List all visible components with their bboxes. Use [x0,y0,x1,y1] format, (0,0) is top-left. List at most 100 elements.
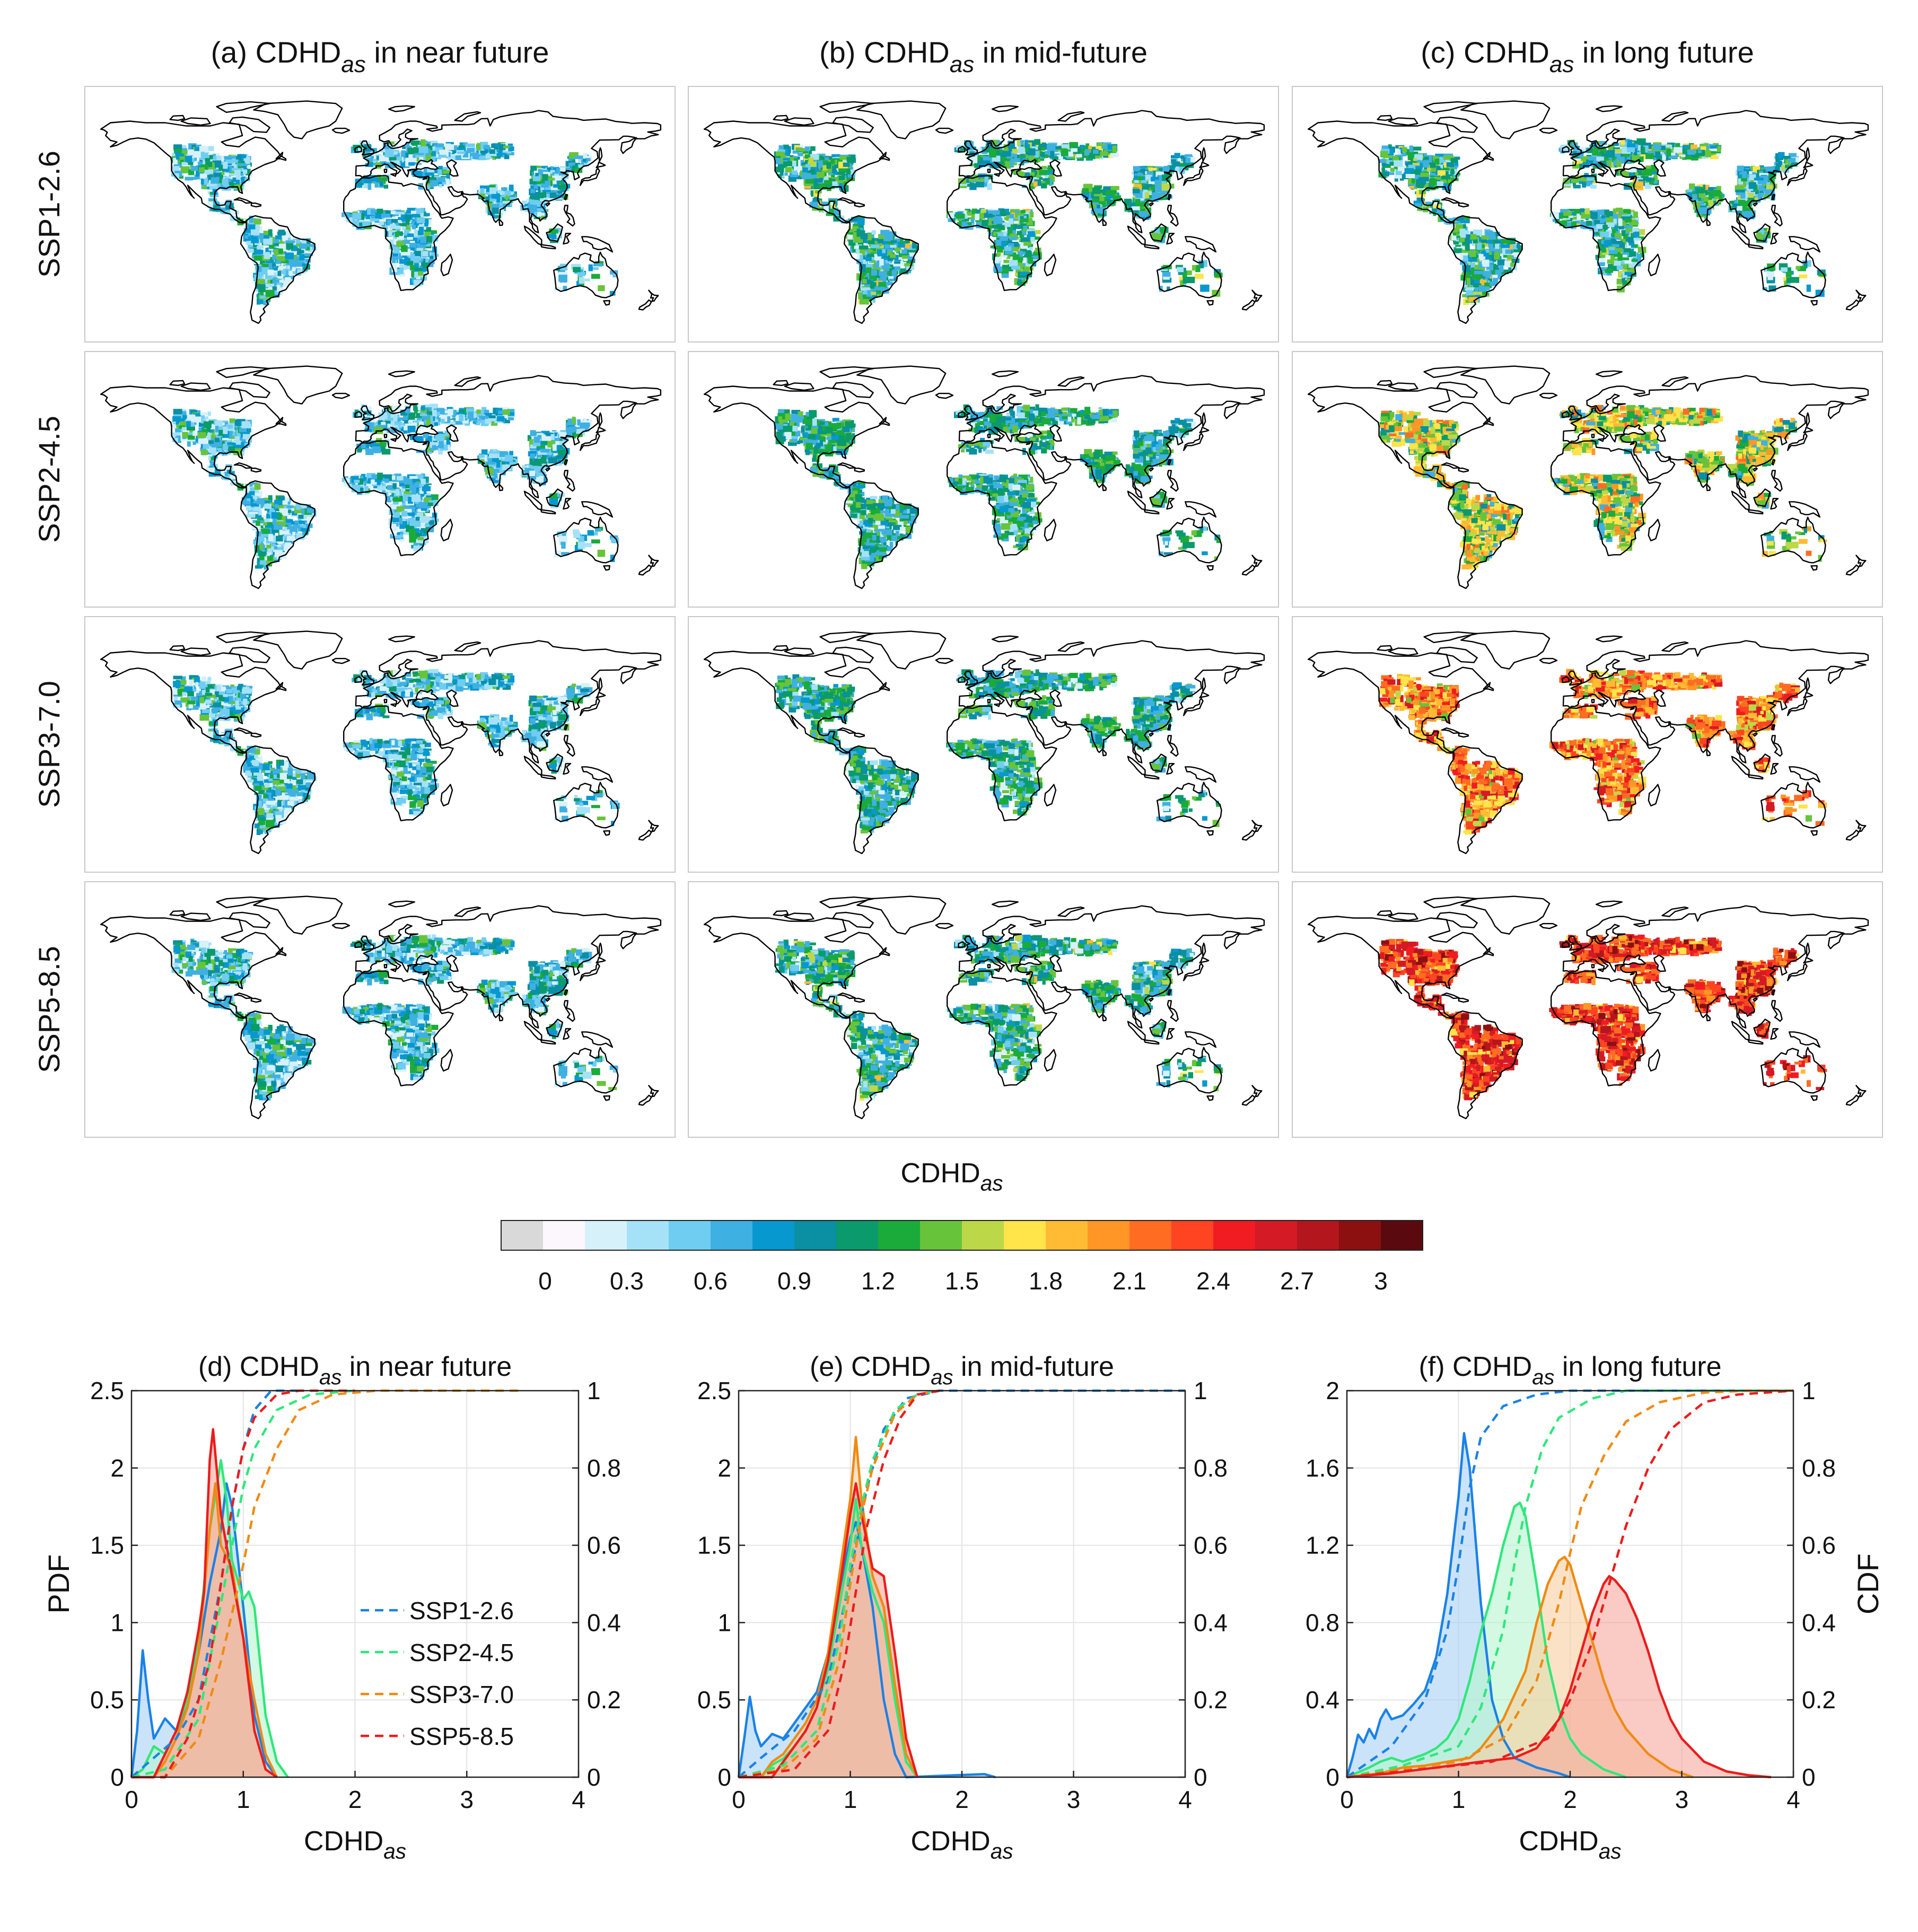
map-pixel [199,146,208,152]
map-pixel [393,247,399,253]
map-pixel [255,250,264,254]
map-pixel [353,213,362,219]
map-pixel [263,238,273,245]
map-pixel [439,184,442,188]
map-pixel [204,178,208,185]
map-pixel [406,219,409,224]
scenario-row-label: SSP3-7.0 [32,681,66,808]
map-pixel [374,182,378,188]
map-pixel [274,239,279,243]
scenario-row-label: SSP2-4.5 [32,416,66,543]
map-pixel [258,285,266,292]
map-pixel [466,144,475,147]
map-pixel [229,182,233,186]
map-pixel [577,272,585,276]
map-column-title: (a) CDHDas in near future [211,36,549,77]
map-pixel [425,172,434,175]
map-pixel [384,185,388,188]
map-pixel [399,259,405,264]
map-pixel [193,151,201,158]
map-pixel [583,159,586,162]
map-pixel [236,175,240,180]
map-pixel [286,240,295,243]
map-pixel [467,148,475,152]
map-pixel [390,210,396,214]
map-pixel [424,168,427,172]
map-pixel [223,179,228,186]
map-pixel [379,221,384,225]
map-pixel [550,192,556,198]
map-pixel [426,236,432,242]
map-pixel [589,265,593,271]
map-pixel [266,290,275,297]
map-pixel [289,271,293,276]
map-pixel [401,151,405,157]
map-pixel [244,235,248,239]
map-pixel [248,249,254,253]
map-pixel [384,151,393,157]
map-column-title: (c) CDHDas in long future [1421,36,1754,77]
map-pixel [593,264,603,267]
map-pixel [591,274,600,279]
map-pixel [503,146,510,148]
map-pixel [412,225,416,229]
map-pixel [251,236,259,243]
map-pixel [268,229,273,235]
map-pixel [391,219,398,223]
map-pixel [275,235,282,240]
map-panel [85,86,675,342]
map-pixel [584,278,590,281]
scenario-row-label: SSP5-8.5 [32,946,66,1073]
map-pixel [189,150,194,155]
map-pixel [420,236,426,243]
map-pixel [254,219,261,224]
map-pixel [175,152,178,156]
map-pixel [202,186,207,189]
map-pixel [300,254,305,260]
map-pixel [422,251,428,257]
map-pixel [579,277,584,284]
map-pixel [410,140,419,145]
map-pixel [211,177,219,183]
map-pixel [277,285,281,292]
map-pixel [548,178,555,180]
map-pixel [247,241,251,244]
map-column-title-text: (a) CDHDas in near future [211,36,549,77]
map-pixel [399,231,403,236]
map-pixel [286,243,293,250]
map-pixel [368,183,372,190]
map-pixel [573,267,581,273]
map-pixel [264,252,270,259]
map-pixel [296,239,300,243]
map-pixel [251,230,259,235]
map-pixel [407,261,414,265]
map-pixel [430,256,433,259]
map-pixel [457,151,466,154]
map-pixel [535,173,538,176]
map-pixel [489,150,495,154]
map-pixel [560,167,565,171]
map-pixel [419,227,424,234]
map-pixel [585,158,590,161]
map-pixel [185,177,193,180]
map-pixel [430,180,434,188]
map-pixel [405,215,411,219]
map-pixel [256,266,263,270]
map-pixel [407,233,414,237]
scenario-row-label: SSP1-2.6 [32,151,66,278]
map-pixel [277,271,281,276]
map-column-title-text: (c) CDHDas in long future [1421,36,1754,77]
map-pixel [379,177,387,181]
map-pixel [477,143,481,151]
map-pixel [498,151,502,156]
map-pixel [538,213,545,216]
map-pixel [553,181,557,185]
map-pixel [204,169,213,174]
map-pixel [542,174,548,180]
map-pixel [480,188,484,194]
map-pixel [216,155,221,161]
figure: (a) CDHDas in near future (b) CDHDas in m… [0,0,1918,1932]
map-column-title-text: (b) CDHDas in mid-future [819,36,1148,77]
map-pixel [191,166,198,171]
map-pixel [283,266,286,269]
